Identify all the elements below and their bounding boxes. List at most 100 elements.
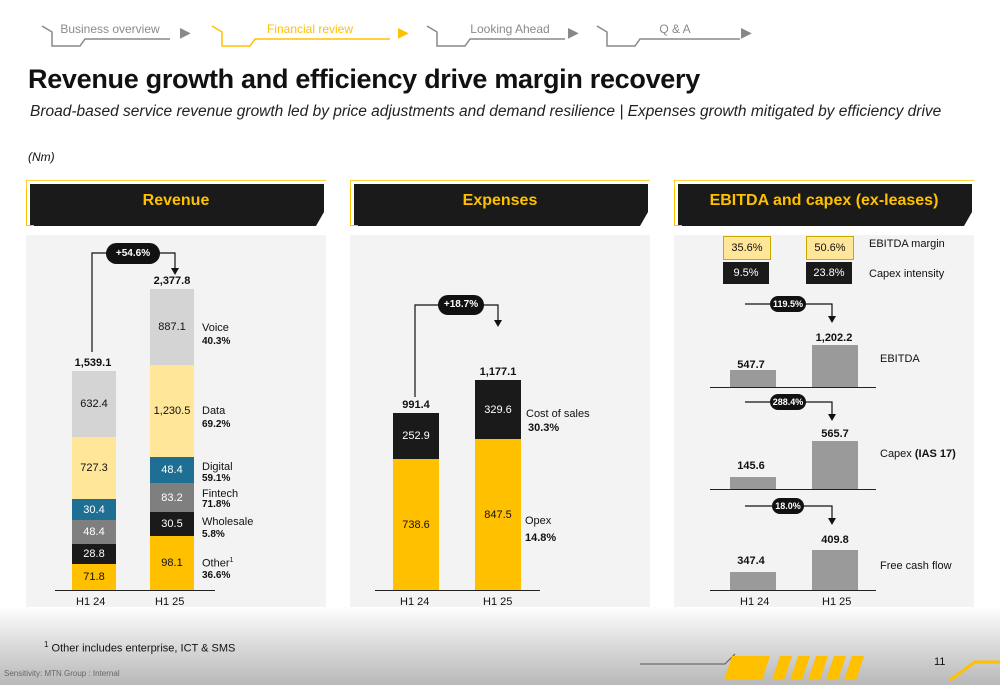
tab-label: Business overview bbox=[60, 22, 160, 36]
tab-qa[interactable]: Q & A ▶ bbox=[595, 12, 755, 52]
legend-cost-of-sales-pct: 30.3% bbox=[528, 422, 560, 434]
tab-track-icon bbox=[41, 25, 170, 47]
legend-digital: Digital bbox=[202, 461, 233, 473]
fcf-h1-24-value: 347.4 bbox=[737, 555, 765, 567]
revenue-title: Revenue bbox=[142, 192, 210, 209]
ebitda-margin-h1-24: 35.6% bbox=[723, 236, 771, 260]
unit-label: (Nm) bbox=[28, 150, 55, 164]
ebitda-row-label: EBITDA bbox=[880, 353, 920, 365]
chevron-right-icon: ▶ bbox=[398, 24, 409, 40]
tab-looking-ahead[interactable]: Looking Ahead ▶ bbox=[425, 12, 580, 52]
chevron-right-icon: ▶ bbox=[741, 24, 752, 40]
capex-h1-24-bar bbox=[730, 477, 776, 489]
ebitda-growth-badge: 119.5% bbox=[770, 296, 806, 312]
expenses-h1-24-opex: 738.6 bbox=[393, 459, 439, 590]
capex-growth-badge: 288.4% bbox=[770, 394, 806, 410]
revenue-h1-24-fintech: 48.4 bbox=[72, 520, 116, 544]
footnote-text: Other includes enterprise, ICT & SMS bbox=[48, 642, 236, 655]
header-shape-icon bbox=[26, 180, 326, 226]
revenue-growth-badge: +54.6% bbox=[106, 243, 160, 264]
legend-other-pct: 36.6% bbox=[202, 570, 231, 581]
legend-other-name: Other bbox=[202, 557, 230, 570]
section-nav: Business overview ▶ Financial review ▶ L… bbox=[40, 12, 760, 52]
revenue-h1-25-voice: 887.1 bbox=[150, 289, 194, 365]
footnote-mark: 1 bbox=[44, 640, 49, 649]
fcf-baseline bbox=[710, 590, 876, 591]
revenue-h1-25-wholesale: 30.5 bbox=[150, 512, 194, 536]
tab-track-icon bbox=[426, 25, 565, 47]
capex-row-name: Capex bbox=[880, 448, 915, 460]
legend-voice: Voice bbox=[202, 322, 229, 334]
legend-voice-pct: 40.3% bbox=[202, 336, 231, 347]
footnote: 1 Other includes enterprise, ICT & SMS bbox=[44, 640, 235, 655]
legend-data: Data bbox=[202, 405, 226, 417]
expenses-h1-25-total: 1,177.1 bbox=[479, 366, 517, 378]
revenue-h1-25-fintech: 83.2 bbox=[150, 483, 194, 512]
ebitda-axis-h1-24: H1 24 bbox=[740, 596, 770, 608]
capex-intensity-h1-24: 9.5% bbox=[723, 262, 769, 284]
legend-other: Other1 bbox=[202, 557, 233, 570]
expenses-h1-24-cost-of-sales: 252.9 bbox=[393, 413, 439, 459]
page-number: 11 bbox=[934, 656, 946, 668]
legend-data-pct: 69.2% bbox=[202, 419, 231, 430]
expenses-growth-badge: +18.7% bbox=[438, 295, 484, 315]
fcf-h1-25-bar bbox=[812, 550, 858, 590]
ebitda-title: EBITDA and capex (ex-leases) bbox=[709, 192, 939, 209]
header-shape-icon bbox=[674, 180, 974, 226]
capex-intensity-label: Capex intensity bbox=[869, 268, 945, 280]
page-subtitle: Broad-based service revenue growth led b… bbox=[30, 103, 942, 120]
revenue-axis-h1-25: H1 25 bbox=[155, 596, 185, 608]
ebitda-h1-24-value: 547.7 bbox=[737, 359, 765, 371]
revenue-h1-24-wholesale: 28.8 bbox=[72, 544, 116, 564]
classification-label: Sensitivity: MTN Group : Internal bbox=[4, 669, 120, 678]
tab-label: Looking Ahead bbox=[470, 22, 550, 36]
revenue-header: Revenue bbox=[26, 180, 326, 226]
chevron-right-icon: ▶ bbox=[180, 24, 191, 40]
revenue-h1-25-other: 98.1 bbox=[150, 536, 194, 590]
legend-wholesale-pct: 5.8% bbox=[202, 529, 225, 540]
ebitda-h1-25-bar bbox=[812, 345, 858, 387]
legend-fintech: Fintech bbox=[202, 488, 239, 500]
header-shape-icon bbox=[350, 180, 650, 226]
chevron-right-icon: ▶ bbox=[568, 24, 579, 40]
expenses-axis-h1-24: H1 24 bbox=[400, 596, 430, 608]
ebitda-axis-h1-25: H1 25 bbox=[822, 596, 852, 608]
expenses-h1-24-total: 991.4 bbox=[402, 399, 430, 411]
revenue-h1-24-data: 727.3 bbox=[72, 437, 116, 499]
tab-track-icon bbox=[211, 25, 390, 47]
capex-intensity-h1-25: 23.8% bbox=[806, 262, 852, 284]
revenue-h1-24-digital: 30.4 bbox=[72, 499, 116, 520]
tab-business-overview[interactable]: Business overview ▶ bbox=[40, 12, 195, 52]
legend-cost-of-sales: Cost of sales bbox=[526, 408, 590, 420]
ebitda-h1-25-value: 1,202.2 bbox=[815, 332, 853, 344]
revenue-baseline bbox=[55, 590, 215, 591]
tab-label: Financial review bbox=[266, 22, 354, 36]
capex-h1-25-bar bbox=[812, 441, 858, 489]
revenue-axis-h1-24: H1 24 bbox=[76, 596, 106, 608]
capex-baseline bbox=[710, 489, 876, 490]
ebitda-header: EBITDA and capex (ex-leases) bbox=[674, 180, 974, 226]
footer-decoration-icon bbox=[640, 653, 1000, 682]
tab-financial-review[interactable]: Financial review ▶ bbox=[210, 12, 410, 52]
capex-row-standard: (IAS 17) bbox=[914, 448, 956, 460]
expenses-header: Expenses bbox=[350, 180, 650, 226]
fcf-h1-25-value: 409.8 bbox=[821, 534, 849, 546]
revenue-h1-24-other: 71.8 bbox=[72, 564, 116, 590]
ebitda-baseline bbox=[710, 387, 876, 388]
legend-fintech-pct: 71.8% bbox=[202, 499, 231, 510]
legend-other-footnote-mark: 1 bbox=[229, 557, 234, 564]
legend-wholesale: Wholesale bbox=[202, 516, 254, 528]
expenses-baseline bbox=[375, 590, 540, 591]
capex-h1-25-value: 565.7 bbox=[821, 428, 849, 440]
page-title: Revenue growth and efficiency drive marg… bbox=[28, 64, 700, 94]
legend-opex: Opex bbox=[525, 515, 552, 527]
revenue-h1-25-digital: 48.4 bbox=[150, 457, 194, 483]
revenue-h1-24-voice: 632.4 bbox=[72, 371, 116, 437]
expenses-axis-h1-25: H1 25 bbox=[483, 596, 513, 608]
fcf-row-label: Free cash flow bbox=[880, 560, 952, 572]
revenue-h1-25-total: 2,377.8 bbox=[153, 275, 191, 287]
legend-digital-pct: 59.1% bbox=[202, 473, 231, 484]
capex-h1-24-value: 145.6 bbox=[737, 460, 765, 472]
ebitda-h1-24-bar bbox=[730, 370, 776, 387]
legend-opex-pct: 14.8% bbox=[525, 532, 557, 544]
